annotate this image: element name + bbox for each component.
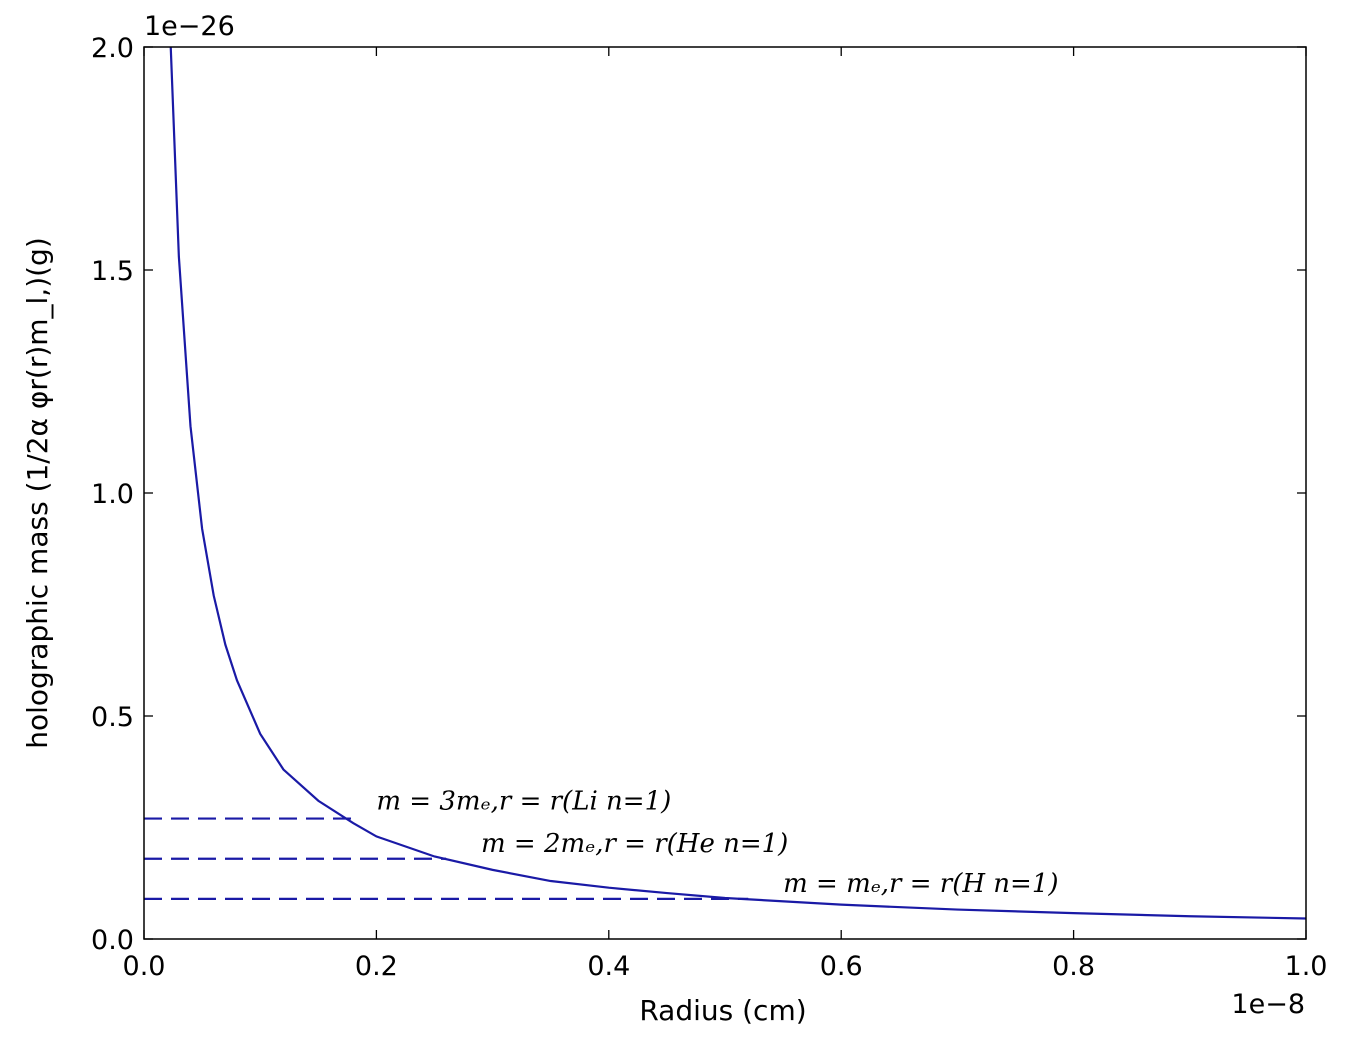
x-tick-label: 0.2: [355, 951, 398, 982]
x-tick-label: 0.0: [123, 951, 166, 982]
series-line-0: [169, 47, 1306, 920]
x-tick-label: 0.8: [1052, 951, 1095, 982]
y-tick-label: 1.0: [91, 479, 134, 510]
y-axis-label: holographic mass (1/2α φr(r)m_l,)(g): [21, 237, 54, 749]
y-offset-label: 1e−26: [144, 11, 235, 42]
annotation-2: m = mₑ,r = r(H n=1): [783, 869, 1058, 899]
x-offset-label: 1e−8: [1231, 989, 1305, 1020]
x-tick-label: 1.0: [1285, 951, 1328, 982]
y-tick-label: 0.5: [91, 702, 134, 733]
x-tick-label: 0.4: [587, 951, 630, 982]
plot-frame: [143, 46, 1307, 940]
y-tick-label: 0.0: [91, 925, 134, 956]
x-axis-label: Radius (cm): [639, 994, 806, 1027]
plot-area: 0.0 0.2 0.4 0.6 0.8 1.0 0.0 0.5 1.0 1.5 2.0 m = 3mₑ…: [91, 33, 1327, 982]
y-tick-label: 2.0: [91, 33, 134, 64]
x-tick-label: 0.6: [820, 951, 863, 982]
y-tick-label: 1.5: [91, 256, 134, 287]
annotation-1: m = 2mₑ,r = r(He n=1): [481, 829, 788, 859]
annotation-0: m = 3mₑ,r = r(Li n=1): [376, 787, 671, 817]
